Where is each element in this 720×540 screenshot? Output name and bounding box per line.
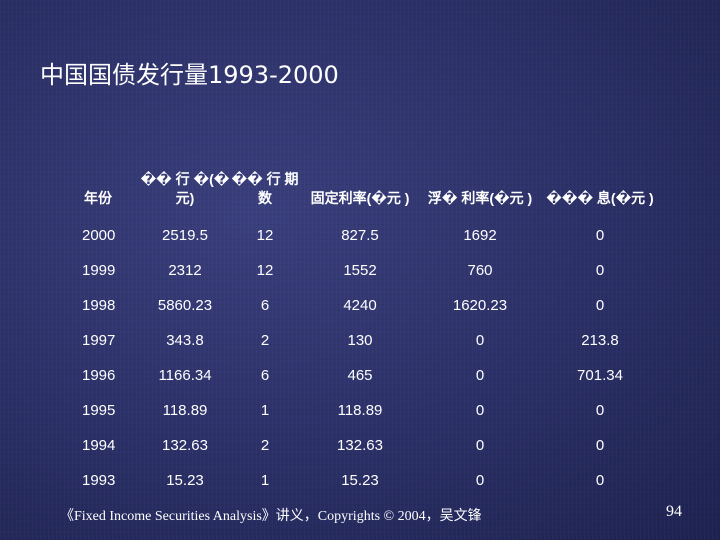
cell-floating-rate: 0: [475, 437, 485, 454]
cell-issue-amount: 5860.23: [157, 297, 213, 314]
cell-issue-amount: 343.8: [166, 332, 204, 349]
table-row: 1995 118.89 1 118.89 0 0: [70, 393, 660, 428]
header-issue-count: �� 行 期数: [231, 171, 299, 206]
cell-fixed-rate: 465: [347, 367, 373, 384]
slide-title: 中国国债发行量1993-2000: [40, 61, 339, 89]
cell-floating-rate: 1692: [463, 227, 497, 244]
cell-year: 1994: [82, 437, 116, 454]
cell-discount: 0: [595, 262, 605, 279]
cell-discount: 213.8: [581, 332, 619, 349]
cell-discount: 0: [595, 437, 605, 454]
table-row: 1996 1166.34 6 465 0 701.34: [70, 358, 660, 393]
cell-fixed-rate: 15.23: [341, 472, 379, 489]
cell-discount: 701.34: [577, 367, 623, 384]
header-issue-amount: �� 行 �(�元): [140, 171, 230, 206]
cell-issue-count: 2: [260, 437, 270, 454]
cell-issue-count: 6: [260, 297, 270, 314]
cell-floating-rate: 0: [475, 472, 485, 489]
cell-floating-rate: 760: [467, 262, 493, 279]
cell-year: 1997: [82, 332, 116, 349]
cell-issue-count: 12: [256, 262, 274, 279]
table-header-row: 年份 �� 行 �(�元) �� 行 期数 固定利率(�元 ) 浮� 利率(�元…: [70, 150, 660, 218]
header-floating-rate: 浮� 利率(�元 ): [427, 190, 533, 206]
cell-fixed-rate: 130: [347, 332, 373, 349]
bond-issuance-table: 年份 �� 行 �(�元) �� 行 期数 固定利率(�元 ) 浮� 利率(�元…: [70, 150, 660, 498]
cell-issue-amount: 118.89: [162, 402, 208, 419]
table-row: 2000 2519.5 12 827.5 1692 0: [70, 218, 660, 253]
cell-fixed-rate: 1552: [343, 262, 377, 279]
cell-floating-rate: 0: [475, 367, 485, 384]
cell-fixed-rate: 4240: [343, 297, 377, 314]
page-number: 94: [666, 503, 682, 520]
cell-discount: 0: [595, 402, 605, 419]
cell-issue-count: 1: [260, 402, 270, 419]
table-row: 1994 132.63 2 132.63 0 0: [70, 428, 660, 463]
cell-floating-rate: 0: [475, 402, 485, 419]
cell-issue-count: 12: [256, 227, 274, 244]
cell-year: 1998: [82, 297, 116, 314]
cell-year: 1996: [82, 367, 116, 384]
cell-year: 1999: [82, 262, 116, 279]
cell-year: 1993: [82, 472, 116, 489]
cell-fixed-rate: 827.5: [341, 227, 379, 244]
cell-issue-count: 2: [260, 332, 270, 349]
cell-issue-amount: 15.23: [166, 472, 204, 489]
cell-floating-rate: 1620.23: [452, 297, 508, 314]
cell-issue-amount: 132.63: [162, 437, 208, 454]
table-row: 1998 5860.23 6 4240 1620.23 0: [70, 288, 660, 323]
header-year: 年份: [84, 190, 112, 206]
cell-year: 1995: [82, 402, 116, 419]
cell-discount: 0: [595, 227, 605, 244]
cell-issue-amount: 1166.34: [158, 367, 212, 384]
cell-year: 2000: [82, 227, 116, 244]
cell-issue-amount: 2519.5: [162, 227, 208, 244]
table-row: 1993 15.23 1 15.23 0 0: [70, 463, 660, 498]
table-row: 1999 2312 12 1552 760 0: [70, 253, 660, 288]
cell-issue-amount: 2312: [168, 262, 202, 279]
cell-fixed-rate: 132.63: [337, 437, 383, 454]
cell-issue-count: 1: [260, 472, 270, 489]
cell-discount: 0: [595, 297, 605, 314]
cell-floating-rate: 0: [475, 332, 485, 349]
cell-fixed-rate: 118.89: [337, 402, 383, 419]
cell-issue-count: 6: [260, 367, 270, 384]
header-fixed-rate: 固定利率(�元 ): [310, 190, 410, 206]
header-discount: ��� 息(�元 ): [546, 190, 654, 206]
table-row: 1997 343.8 2 130 0 213.8: [70, 323, 660, 358]
cell-discount: 0: [595, 472, 605, 489]
slide-footer: 《Fixed Income Securities Analysis》讲义，Cop…: [60, 509, 482, 524]
